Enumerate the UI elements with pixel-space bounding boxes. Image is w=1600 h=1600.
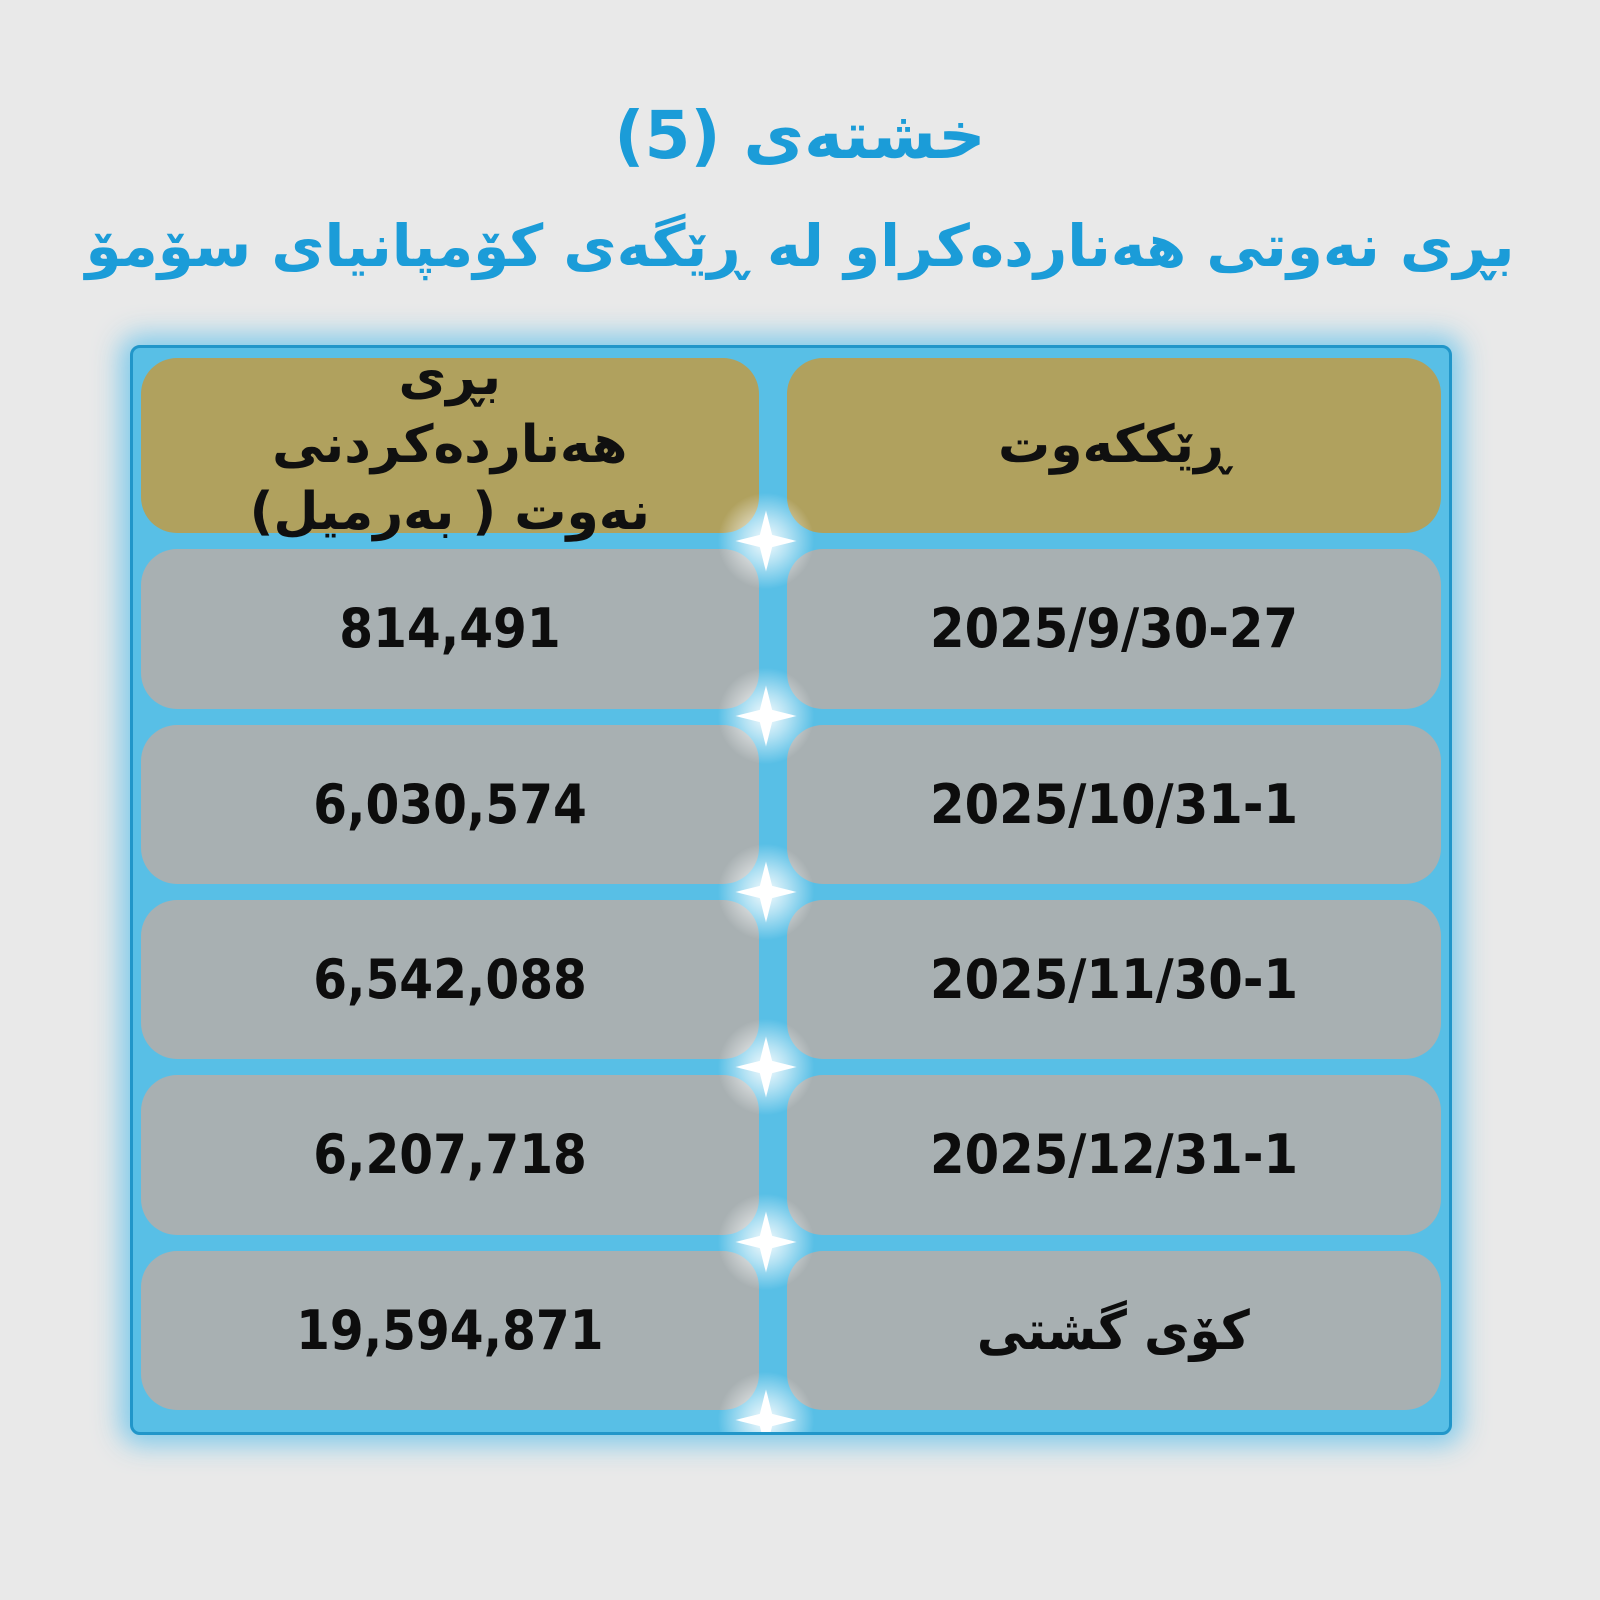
table-row: 6,207,718 2025/12/31-1 (141, 1075, 1441, 1235)
amount-cell: 814,491 (141, 549, 759, 709)
header-date-label: ڕێککەوت (997, 414, 1230, 475)
page-title: خشتەی (5) (614, 97, 986, 174)
amount-value: 6,207,718 (312, 1123, 587, 1187)
date-value: 2025/11/30-1 (929, 948, 1298, 1012)
amount-value: 6,030,574 (312, 772, 587, 836)
page-subtitle: بڕی نەوتی هەناردەکراو لە ڕێگەی کۆمپانیای… (85, 212, 1515, 280)
total-amount-value: 19,594,871 (296, 1298, 604, 1362)
header-cell-date: ڕێککەوت (786, 358, 1441, 534)
amount-cell: 6,207,718 (141, 1075, 759, 1235)
oil-export-table: بڕی هەناردەکردنی نەوت ( بەرمیل) ڕێککەوت … (130, 345, 1452, 1435)
table-total-row: 19,594,871 کۆی گشتی (141, 1250, 1441, 1410)
amount-cell: 6,542,088 (141, 899, 759, 1060)
total-label-cell: کۆی گشتی (786, 1250, 1441, 1410)
header-cell-amount: بڕی هەناردەکردنی نەوت ( بەرمیل) (141, 348, 759, 542)
table-header-row: بڕی هەناردەکردنی نەوت ( بەرمیل) ڕێککەوت (141, 348, 1441, 542)
total-amount-cell: 19,594,871 (141, 1250, 759, 1410)
date-value: 2025/9/30-27 (929, 597, 1298, 661)
date-value: 2025/12/31-1 (929, 1123, 1298, 1187)
amount-value: 6,542,088 (312, 948, 587, 1012)
date-value: 2025/10/31-1 (929, 772, 1298, 836)
date-cell: 2025/11/30-1 (786, 899, 1441, 1060)
table-row: 6,030,574 2025/10/31-1 (141, 724, 1441, 884)
date-cell: 2025/10/31-1 (786, 724, 1441, 884)
table-grid: بڕی هەناردەکردنی نەوت ( بەرمیل) ڕێککەوت … (141, 348, 1441, 1410)
date-cell: 2025/12/31-1 (786, 1075, 1441, 1235)
table-row: 6,542,088 2025/11/30-1 (141, 899, 1441, 1060)
amount-value: 814,491 (339, 597, 561, 661)
table-row: 814,491 2025/9/30-27 (141, 549, 1441, 709)
header-amount-label: بڕی هەناردەکردنی نەوت ( بەرمیل) (249, 347, 650, 543)
amount-cell: 6,030,574 (141, 724, 759, 884)
total-label: کۆی گشتی (977, 1298, 1251, 1362)
date-cell: 2025/9/30-27 (786, 549, 1441, 709)
